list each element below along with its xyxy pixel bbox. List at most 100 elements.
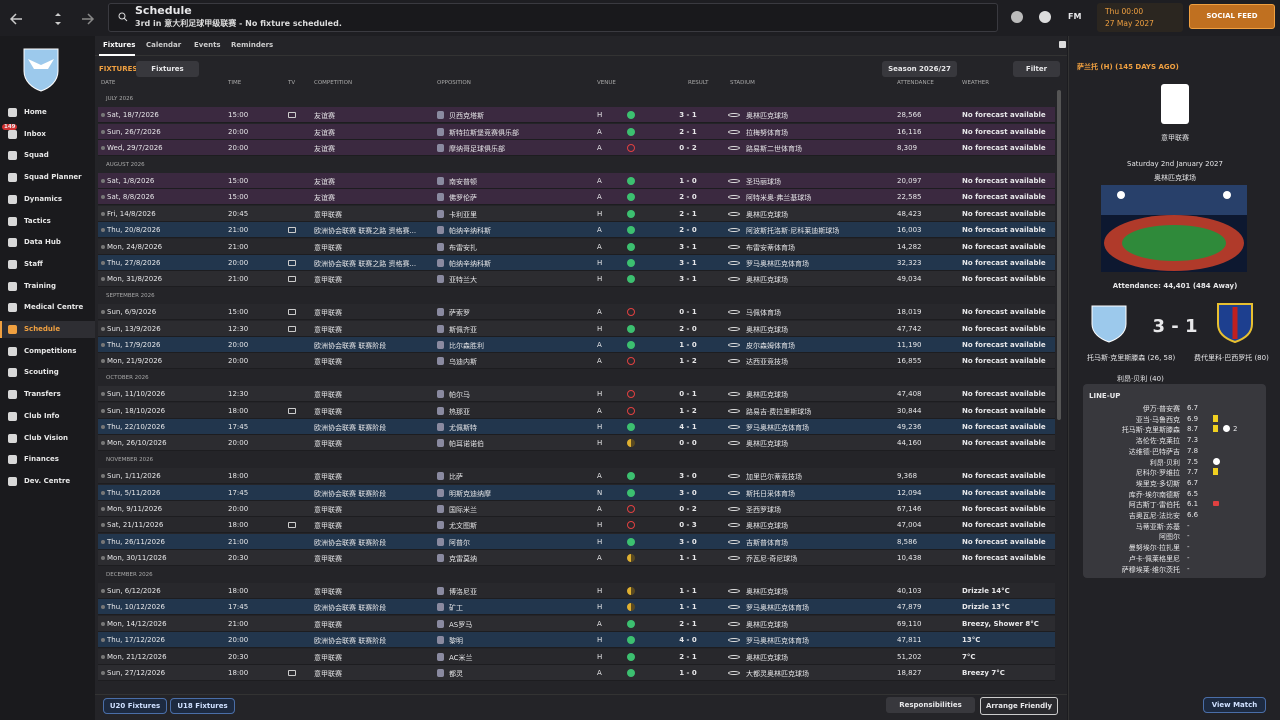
nav-item[interactable]: Competitions	[24, 346, 77, 355]
date-box[interactable]	[1097, 3, 1183, 32]
fm-menu[interactable]: FM	[1068, 12, 1082, 21]
stadium-icon	[728, 490, 740, 495]
fixture-row[interactable]: Fri, 14/8/2026 20:45 意甲联赛 卡利亚里 H 2 - 1 奥林匹克球场 4…	[98, 205, 1055, 222]
player-rating: -	[1187, 521, 1190, 530]
nav-item[interactable]: Club Vision	[24, 433, 69, 442]
fixture-row[interactable]: Thu, 27/8/2026 20:00 欧洲协会联赛 联赛之路 资格赛... 帕纳辛…	[98, 255, 1055, 271]
nav-item[interactable]: Dynamics	[24, 194, 63, 203]
tab[interactable]: Events	[194, 41, 221, 49]
tab[interactable]: Reminders	[231, 41, 274, 49]
fixture-row[interactable]: Mon, 14/12/2026 21:00 意甲联赛 AS罗马 A 2 - 1 奥林匹克球场…	[98, 615, 1055, 632]
player-name[interactable]: 库乔·埃尔南德斯	[1128, 490, 1180, 499]
player-name[interactable]: 达维德·巴特萨吉	[1128, 447, 1180, 456]
fixture-row[interactable]: Thu, 17/12/2026 20:00 欧洲协会联赛 联赛阶段 黎明 H 4 - 0 罗…	[98, 632, 1055, 649]
responsibilities-button[interactable]: Responsibilities	[886, 697, 975, 713]
fixture-row[interactable]: Mon, 26/10/2026 20:00 意甲联赛 帕耳诺诺伯 H 0 - 0 奥林匹克球…	[98, 435, 1055, 452]
player-name[interactable]: 阿古斯丁·雷伯托	[1128, 501, 1180, 510]
fixture-row[interactable]: Sun, 6/12/2026 18:00 意甲联赛 博洛尼亚 H 1 - 1 奥林匹克球场 4…	[98, 583, 1055, 599]
season-selector[interactable]: Season 2026/27	[882, 61, 957, 77]
tab[interactable]: Calendar	[146, 41, 182, 49]
player-name[interactable]: 萨穆埃莱·维尔茨托	[1121, 565, 1180, 574]
stadium: 加里巴尔蒂竞技场	[746, 473, 802, 482]
player-name[interactable]: 曼努埃尔·拉扎里	[1128, 544, 1180, 553]
club-icon[interactable]	[1011, 11, 1023, 23]
view-dropdown[interactable]: Fixtures	[136, 61, 199, 77]
player-name[interactable]: 吉奥瓦尼·法比安	[1128, 512, 1180, 520]
player-name[interactable]: 洛伦佐·克莱拉	[1135, 437, 1180, 446]
fixture-row[interactable]: Mon, 31/8/2026 21:00 意甲联赛 亚特兰大 H 3 - 1 奥林匹克球场 4…	[98, 271, 1055, 288]
column-header[interactable]: RESULT	[688, 80, 709, 86]
help-icon[interactable]	[1039, 11, 1051, 23]
filter-button[interactable]: Filter	[1013, 61, 1060, 77]
nav-item[interactable]: Tactics	[24, 216, 51, 225]
fixture-row[interactable]: Thu, 20/8/2026 21:00 欧洲协会联赛 联赛之路 资格赛... 帕纳辛…	[98, 222, 1055, 239]
nav-item[interactable]: Dev. Centre	[24, 476, 71, 485]
player-name[interactable]: 利昂·贝利	[1149, 458, 1180, 467]
fixture-row[interactable]: Thu, 26/11/2026 21:00 欧洲协会联赛 联赛阶段 阿普尔 H 3 - 0…	[98, 533, 1055, 550]
fixture-row[interactable]: Mon, 9/11/2026 20:00 意甲联赛 国际米兰 A 0 - 2 圣西罗球场 67…	[98, 501, 1055, 517]
column-header[interactable]: OPPOSITION	[437, 80, 471, 86]
fixture-row[interactable]: Mon, 30/11/2026 20:30 意甲联赛 克雷莫纳 A 1 - 1 乔瓦尼·奇尼…	[98, 550, 1055, 567]
player-name[interactable]: 卢卡·佩莱格里尼	[1128, 554, 1180, 563]
fixture-row[interactable]: Thu, 17/9/2026 20:00 欧洲协会联赛 联赛阶段 比尔森胜利 A 1 - …	[98, 337, 1055, 353]
nav-item[interactable]: Staff	[24, 259, 43, 268]
column-header[interactable]: STADIUM	[730, 80, 755, 86]
nav-item[interactable]: Inbox	[24, 129, 46, 138]
player-name[interactable]: 托马斯·克里斯滕森	[1121, 426, 1180, 435]
u20-button[interactable]: U20 Fixtures	[103, 698, 167, 714]
column-header[interactable]: COMPETITION	[314, 80, 353, 86]
nav-item[interactable]: Data Hub	[24, 238, 61, 247]
fixture-row[interactable]: Sun, 18/10/2026 18:00 意甲联赛 热那亚 A 1 - 2 路易吉·费拉里…	[98, 402, 1055, 419]
stadium: 乔瓦尼·奇尼球场	[746, 555, 798, 564]
fixture-row[interactable]: Sun, 26/7/2026 20:00 友谊赛 斯特拉斯堡竞赛俱乐部 A 2 - 1 拉梅…	[98, 123, 1055, 140]
nav-item[interactable]: Training	[24, 281, 56, 290]
fixture-row[interactable]: Sun, 11/10/2026 12:30 意甲联赛 帕尔马 H 0 - 1 奥林匹克球场 4…	[98, 386, 1055, 403]
nav-arrows[interactable]	[10, 10, 100, 28]
column-header[interactable]: VENUE	[597, 80, 616, 86]
fixture-row[interactable]: Sat, 18/7/2026 15:00 友谊赛 贝西克塔斯 H 3 - 1 奥林匹克球场 2…	[98, 107, 1055, 124]
social-feed-button[interactable]: SOCIAL FEED	[1189, 4, 1275, 29]
stadium-icon	[728, 654, 740, 659]
fixture-row[interactable]: Sun, 13/9/2026 12:30 意甲联赛 斯佩齐亚 H 2 - 0 奥林匹克球场 4…	[98, 320, 1055, 337]
player-name[interactable]: 埃里克·多切斯	[1135, 479, 1180, 488]
nav-item[interactable]: Scouting	[24, 368, 59, 377]
column-header[interactable]: TIME	[228, 80, 242, 86]
fixture-row[interactable]: Thu, 5/11/2026 17:45 欧洲协会联赛 联赛阶段 明斯克迪纳摩 N 3 -…	[98, 484, 1055, 501]
fixture-row[interactable]: Mon, 21/9/2026 20:00 意甲联赛 乌迪内斯 A 1 - 2 达西亚竞技场 1…	[98, 353, 1055, 370]
player-name[interactable]: 马蒂亚斯·苏基	[1135, 522, 1180, 531]
search-box[interactable]	[108, 3, 998, 32]
scrollbar[interactable]	[1057, 90, 1061, 420]
nav-item[interactable]: Club Info	[24, 411, 60, 420]
column-header[interactable]: TV	[288, 80, 296, 86]
player-name[interactable]: 伊万·普安赛	[1142, 405, 1180, 413]
lock-icon[interactable]	[1059, 41, 1066, 48]
fixture-row[interactable]: Thu, 10/12/2026 17:45 欧洲协会联赛 联赛阶段 矿工 H 1 - 1 罗…	[98, 599, 1055, 616]
fixture-row[interactable]: Sun, 27/12/2026 18:00 意甲联赛 都灵 A 1 - 0 大都灵奥林匹克球…	[98, 665, 1055, 681]
fixture-row[interactable]: Mon, 24/8/2026 21:00 意甲联赛 布雷安扎 A 3 - 1 布雷安蒂体育场…	[98, 238, 1055, 255]
fixture-row[interactable]: Thu, 22/10/2026 17:45 欧洲协会联赛 联赛阶段 尤佩斯特 H 4 - …	[98, 419, 1055, 435]
arrange-friendly-button[interactable]: Arrange Friendly	[980, 697, 1058, 715]
fixture-row[interactable]: Sat, 21/11/2026 18:00 意甲联赛 尤文图斯 H 0 - 3 奥林匹克球场…	[98, 517, 1055, 534]
fixture-row[interactable]: Sat, 1/8/2026 15:00 友谊赛 南安普顿 A 1 - 0 圣玛丽球场 20,0…	[98, 173, 1055, 189]
nav-item[interactable]: Schedule	[24, 325, 61, 333]
nav-item[interactable]: Squad	[24, 151, 49, 160]
fixture-row[interactable]: Sat, 8/8/2026 15:00 友谊赛 佛罗伦萨 A 2 - 0 阿特米奥·弗兰基球…	[98, 189, 1055, 206]
column-header[interactable]: ATTENDANCE	[897, 80, 934, 86]
tab[interactable]: Fixtures	[103, 41, 136, 49]
fixture-row[interactable]: Sun, 6/9/2026 15:00 意甲联赛 萨索罗 A 0 - 1 马佩体育场 18,0…	[98, 304, 1055, 321]
nav-item[interactable]: Finances	[24, 455, 59, 464]
u18-button[interactable]: U18 Fixtures	[170, 698, 235, 714]
nav-item[interactable]: Squad Planner	[24, 173, 82, 182]
player-name[interactable]: 亚当·马鲁西克	[1135, 415, 1180, 424]
fixture-row[interactable]: Wed, 29/7/2026 20:00 友谊赛 摩纳哥足球俱乐部 A 0 - 2 路易斯二…	[98, 140, 1055, 157]
nav-item[interactable]: Transfers	[24, 390, 61, 399]
view-match-button[interactable]: View Match	[1203, 697, 1266, 713]
column-header[interactable]: WEATHER	[962, 80, 990, 86]
player-name[interactable]: 尼科尔·罗维拉	[1135, 469, 1180, 478]
fixture-row[interactable]: Mon, 21/12/2026 20:30 意甲联赛 AC米兰 H 2 - 1 奥林匹克球场…	[98, 648, 1055, 665]
nav-item[interactable]: Medical Centre	[24, 303, 84, 312]
nav-item[interactable]: Home	[24, 108, 47, 116]
player-name[interactable]: 阿图尔	[1159, 533, 1180, 542]
column-header[interactable]: DATE	[101, 80, 116, 86]
fixture-row[interactable]: Sun, 1/11/2026 18:00 意甲联赛 比萨 A 3 - 0 加里巴尔蒂竞技场 9…	[98, 468, 1055, 485]
